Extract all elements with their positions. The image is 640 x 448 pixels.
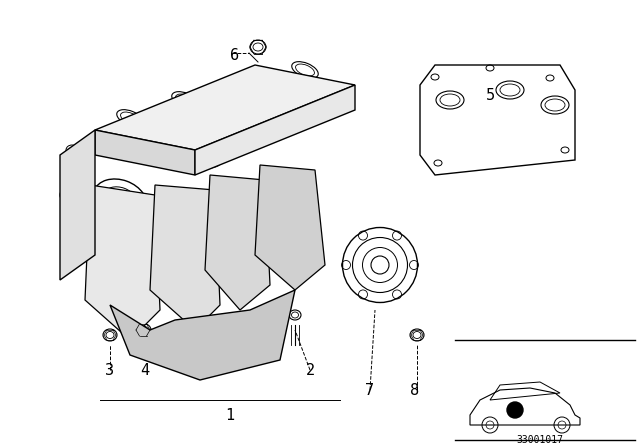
Polygon shape: [255, 165, 325, 290]
Text: 8: 8: [410, 383, 420, 397]
Polygon shape: [85, 185, 160, 340]
Text: 7: 7: [365, 383, 374, 397]
Polygon shape: [110, 290, 295, 380]
Text: 2: 2: [305, 362, 315, 378]
Polygon shape: [205, 175, 270, 310]
Polygon shape: [60, 130, 95, 280]
Polygon shape: [195, 85, 355, 175]
Polygon shape: [95, 130, 195, 175]
Text: 3: 3: [106, 362, 115, 378]
Text: 4: 4: [140, 362, 150, 378]
Text: 6: 6: [230, 47, 239, 63]
Text: 5: 5: [485, 87, 495, 103]
Text: 1: 1: [225, 408, 235, 422]
Circle shape: [507, 402, 523, 418]
Polygon shape: [95, 65, 355, 150]
Polygon shape: [150, 185, 220, 330]
Text: 33001017: 33001017: [516, 435, 563, 445]
